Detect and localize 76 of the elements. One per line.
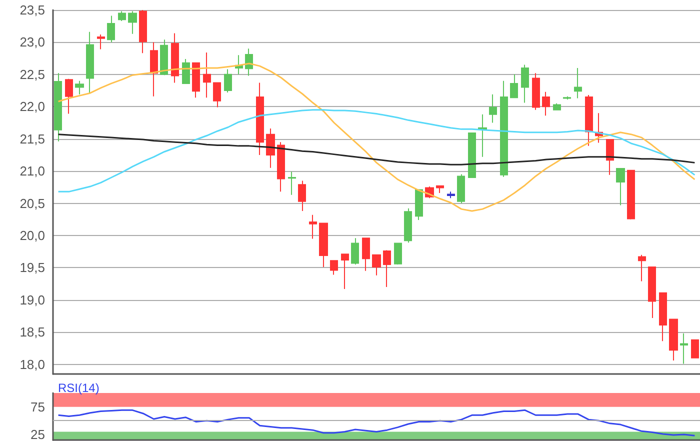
- candlestick: [182, 58, 190, 84]
- candlestick: [478, 114, 487, 158]
- candlestick: [150, 42, 158, 97]
- candlestick: [277, 142, 285, 192]
- y-tick-label: 20,0: [20, 228, 45, 243]
- y-tick-label: 23,0: [20, 34, 45, 50]
- candlestick: [638, 254, 646, 282]
- y-tick-label: 18,5: [20, 324, 45, 340]
- candlestick: [468, 132, 476, 178]
- candlestick: [118, 10, 126, 22]
- line-series: [58, 409, 696, 436]
- candlestick: [171, 32, 179, 84]
- candlestick: [574, 67, 582, 99]
- candlestick: [383, 250, 391, 288]
- candlestick: [542, 91, 550, 116]
- candlestick: [139, 10, 147, 54]
- candlestick: [341, 254, 349, 290]
- line-series: [58, 109, 696, 192]
- candlestick: [362, 238, 370, 272]
- line-series: [58, 134, 696, 166]
- candlestick: [616, 168, 625, 206]
- candlestick: [510, 74, 518, 98]
- candlestick: [627, 170, 635, 220]
- candlestick: [224, 68, 232, 93]
- candlestick: [86, 31, 94, 94]
- candlestick: [489, 94, 497, 124]
- candlestick: [585, 94, 593, 146]
- candlestick: [203, 52, 211, 98]
- candlestick: [351, 238, 359, 265]
- candlestick: [521, 64, 529, 104]
- candlestick: [107, 15, 115, 43]
- candlestick: [680, 332, 688, 364]
- candlestick: [447, 191, 455, 199]
- candlestick: [648, 266, 656, 318]
- candlestick: [266, 128, 275, 168]
- y-tick-label: 18,0: [20, 356, 45, 372]
- candlestick: [65, 78, 73, 114]
- candlestick: [659, 292, 667, 342]
- y-tick-label: 19,0: [20, 292, 45, 308]
- candlestick: [457, 174, 465, 204]
- candlestick: [415, 189, 423, 221]
- candlestick: [319, 222, 328, 268]
- candlestick: [160, 39, 168, 76]
- candlestick: [669, 318, 678, 361]
- candlestick: [372, 254, 381, 276]
- candlestick: [532, 72, 540, 110]
- y-tick-label: 20,5: [20, 196, 45, 211]
- candlestick: [394, 242, 402, 265]
- line-series: [58, 62, 696, 212]
- y-tick-label: 21,0: [20, 164, 45, 179]
- y-tick-label: 22,5: [20, 66, 45, 82]
- candlestick: [553, 102, 561, 110]
- y-tick-label: 23,5: [20, 2, 45, 18]
- candlestick: [256, 82, 264, 156]
- candlestick: [213, 82, 221, 108]
- candlestick: [298, 180, 306, 212]
- candlestick: [97, 34, 105, 50]
- chart-title: RSI(14): [58, 381, 100, 395]
- y-tick-label: 19,5: [20, 260, 45, 276]
- candlestick: [192, 62, 200, 98]
- candlestick: [606, 138, 614, 176]
- candlestick: [436, 185, 444, 194]
- candlestick: [75, 80, 84, 95]
- y-tick-label: 75: [30, 399, 45, 414]
- candlestick: [500, 80, 508, 178]
- candlestick: [330, 260, 338, 276]
- candlestick: [404, 208, 412, 244]
- y-tick-label: 25: [30, 427, 45, 441]
- candlestick: [309, 214, 317, 240]
- y-tick-label: 22,0: [20, 99, 45, 114]
- candlestick: [128, 10, 137, 34]
- candlestick: [54, 72, 62, 142]
- y-tick-label: 21,5: [20, 131, 45, 146]
- candlestick: [691, 339, 699, 358]
- candlestick: [563, 96, 571, 100]
- candlestick: [288, 171, 296, 196]
